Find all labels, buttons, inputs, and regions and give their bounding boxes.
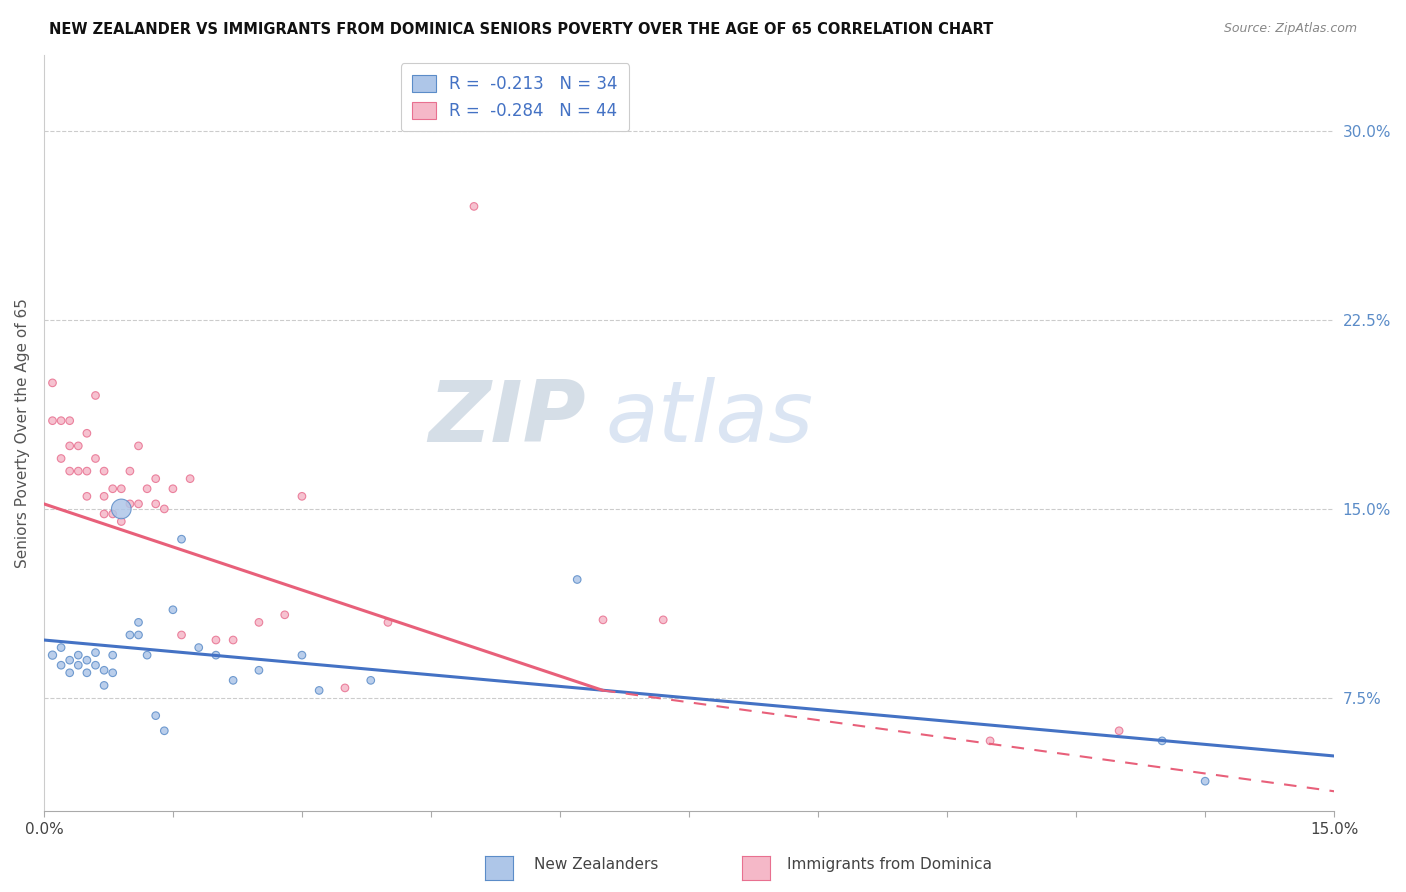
Point [179,472,201,486]
Point [291,648,314,662]
Point [153,723,176,738]
Point [170,628,193,642]
Point [67,658,90,673]
Point [84,646,107,660]
Point [101,665,124,680]
Point [76,665,98,680]
Point [1194,774,1216,789]
Point [205,633,228,648]
Point [128,615,150,630]
Point [333,681,356,695]
Point [592,613,614,627]
Point [110,482,132,496]
Point [49,658,72,673]
Point [247,615,270,630]
Point [41,414,63,428]
Y-axis label: Seniors Poverty Over the Age of 65: Seniors Poverty Over the Age of 65 [15,298,30,568]
Point [67,464,90,478]
Point [101,507,124,521]
Point [291,489,314,503]
Text: atlas: atlas [605,376,813,459]
Point [979,734,1001,748]
Point [128,628,150,642]
Text: Immigrants from Dominica: Immigrants from Dominica [787,857,993,872]
Point [49,451,72,466]
Point [41,648,63,662]
Point [145,708,167,723]
Text: NEW ZEALANDER VS IMMIGRANTS FROM DOMINICA SENIORS POVERTY OVER THE AGE OF 65 COR: NEW ZEALANDER VS IMMIGRANTS FROM DOMINIC… [49,22,994,37]
Point [145,497,167,511]
Point [145,472,167,486]
Point [76,464,98,478]
Point [118,628,141,642]
Point [76,426,98,441]
Point [1152,734,1174,748]
Point [59,439,82,453]
Point [247,663,270,677]
Legend: R =  -0.213   N = 34, R =  -0.284   N = 44: R = -0.213 N = 34, R = -0.284 N = 44 [401,63,628,131]
Point [222,673,245,688]
Point [101,648,124,662]
Point [205,648,228,662]
Point [377,615,399,630]
Point [93,464,115,478]
Point [84,451,107,466]
Point [93,507,115,521]
Point [93,663,115,677]
Point [1108,723,1130,738]
Point [162,482,184,496]
Point [162,603,184,617]
Text: ZIP: ZIP [429,376,586,459]
Point [308,683,330,698]
Point [170,532,193,546]
Point [187,640,209,655]
Point [59,665,82,680]
Point [67,648,90,662]
Text: New Zealanders: New Zealanders [534,857,658,872]
Point [128,497,150,511]
Point [76,653,98,667]
Point [463,199,485,213]
Point [567,573,589,587]
Point [274,607,297,622]
Point [136,648,159,662]
Point [153,502,176,516]
Point [59,414,82,428]
Point [93,678,115,692]
Point [360,673,382,688]
Point [110,502,132,516]
Text: Source: ZipAtlas.com: Source: ZipAtlas.com [1223,22,1357,36]
Point [110,515,132,529]
Point [222,633,245,648]
Point [59,653,82,667]
Point [118,497,141,511]
Point [84,658,107,673]
Point [59,464,82,478]
Point [136,482,159,496]
Point [93,489,115,503]
Point [84,388,107,402]
Point [67,439,90,453]
Point [76,489,98,503]
Point [101,482,124,496]
Point [49,414,72,428]
Point [49,640,72,655]
Point [41,376,63,390]
Point [118,464,141,478]
Point [128,439,150,453]
Point [652,613,675,627]
